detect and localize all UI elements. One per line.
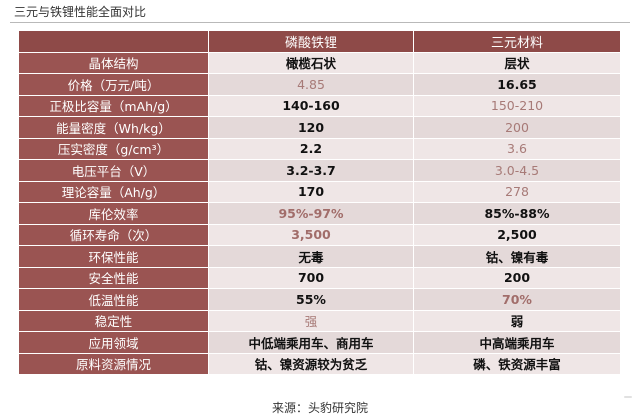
row-label: 理论容量（Ah/g） bbox=[18, 180, 209, 203]
ncm-value-cell: 2,500 bbox=[413, 223, 621, 246]
row-label: 稳定性 bbox=[18, 309, 209, 332]
lfp-value-cell: 2.2 bbox=[208, 137, 414, 160]
header-ncm: 三元材料 bbox=[413, 30, 621, 53]
table-row: 理论容量（Ah/g） 170 278 bbox=[18, 180, 621, 203]
ncm-value-cell: 200 bbox=[413, 266, 621, 289]
ncm-value-cell: 3.0-4.5 bbox=[413, 159, 621, 182]
row-label: 晶体结构 bbox=[18, 51, 209, 74]
table-row: 稳定性强弱 bbox=[18, 309, 621, 332]
ncm-value-cell: 85%-88% bbox=[413, 202, 621, 225]
table-title: 三元与铁锂性能全面对比 bbox=[14, 5, 147, 19]
table-row: 库伦效率 95%-97% 85%-88% bbox=[18, 202, 621, 225]
row-label: 低温性能 bbox=[18, 288, 209, 311]
watermark-logo bbox=[624, 396, 632, 398]
source-note: 来源：头豹研究院 bbox=[271, 401, 368, 415]
ncm-value-cell: 278 bbox=[413, 180, 621, 203]
row-label: 安全性能 bbox=[18, 266, 209, 289]
table-row: 环保性能 无毒 钴、镍有毒 bbox=[18, 245, 621, 268]
table-row: 晶体结构 橄榄石状 层状 bbox=[18, 51, 621, 74]
table-header-row: 磷酸铁锂 三元材料 bbox=[18, 30, 621, 53]
lfp-value-cell: 钴、镍资源较为贫乏 bbox=[208, 352, 414, 375]
row-label: 压实密度（g/cm³） bbox=[18, 137, 209, 160]
table-row: 应用领域 中低端乘用车、商用车 中高端乘用车 bbox=[18, 331, 621, 354]
ncm-value-cell: 钴、镍有毒 bbox=[413, 245, 621, 268]
comparison-table: 磷酸铁锂 三元材料 晶体结构 橄榄石状 层状 价格（万元/吨） 4.85 16.65 正极比… bbox=[18, 30, 621, 375]
lfp-value-cell: 120 bbox=[208, 116, 414, 139]
table-row: 低温性能 55% 70% bbox=[18, 288, 621, 311]
ncm-value-cell: 200 bbox=[413, 116, 621, 139]
ncm-value-cell: 3.6 bbox=[413, 137, 621, 160]
lfp-value-cell: 95%-97% bbox=[208, 202, 414, 225]
table-row: 正极比容量（mAh/g） 140-160 150-210 bbox=[18, 94, 621, 117]
table-row: 价格（万元/吨） 4.85 16.65 bbox=[18, 73, 621, 96]
lfp-value-cell: 3.2-3.7 bbox=[208, 159, 414, 182]
lfp-value-cell: 55% bbox=[208, 288, 414, 311]
row-label: 原料资源情况 bbox=[18, 352, 209, 375]
table-row: 原料资源情况 钴、镍资源较为贫乏 磷、铁资源丰富 bbox=[18, 352, 621, 375]
lfp-value-cell: 3,500 bbox=[208, 223, 414, 246]
row-label: 应用领域 bbox=[18, 331, 209, 354]
header-corner bbox=[18, 30, 209, 53]
ncm-value-cell: 层状 bbox=[413, 51, 621, 74]
row-label: 库伦效率 bbox=[18, 202, 209, 225]
row-label: 能量密度（Wh/kg） bbox=[18, 116, 209, 139]
row-label: 价格（万元/吨） bbox=[18, 73, 209, 96]
lfp-value-cell: 4.85 bbox=[208, 73, 414, 96]
lfp-value-cell: 中低端乘用车、商用车 bbox=[208, 331, 414, 354]
table-row: 能量密度（Wh/kg） 120 200 bbox=[18, 116, 621, 139]
ncm-value-cell: 弱 bbox=[413, 309, 621, 332]
row-label: 循环寿命（次） bbox=[18, 223, 209, 246]
ncm-value-cell: 中高端乘用车 bbox=[413, 331, 621, 354]
title-divider bbox=[10, 22, 630, 23]
lfp-value-cell: 700 bbox=[208, 266, 414, 289]
ncm-value-cell: 磷、铁资源丰富 bbox=[413, 352, 621, 375]
row-label: 环保性能 bbox=[18, 245, 209, 268]
table-row: 安全性能 700 200 bbox=[18, 266, 621, 289]
header-lfp: 磷酸铁锂 bbox=[208, 30, 414, 53]
row-label: 正极比容量（mAh/g） bbox=[18, 94, 209, 117]
lfp-value-cell: 强 bbox=[208, 309, 414, 332]
table-row: 循环寿命（次） 3,500 2,500 bbox=[18, 223, 621, 246]
lfp-value-cell: 170 bbox=[208, 180, 414, 203]
lfp-value-cell: 橄榄石状 bbox=[208, 51, 414, 74]
table-row: 压实密度（g/cm³） 2.2 3.6 bbox=[18, 137, 621, 160]
ncm-value-cell: 16.65 bbox=[413, 73, 621, 96]
lfp-value-cell: 无毒 bbox=[208, 245, 414, 268]
row-label: 电压平台（V） bbox=[18, 159, 209, 182]
ncm-value-cell: 150-210 bbox=[413, 94, 621, 117]
ncm-value-cell: 70% bbox=[413, 288, 621, 311]
lfp-value-cell: 140-160 bbox=[208, 94, 414, 117]
table-row: 电压平台（V） 3.2-3.7 3.0-4.5 bbox=[18, 159, 621, 182]
